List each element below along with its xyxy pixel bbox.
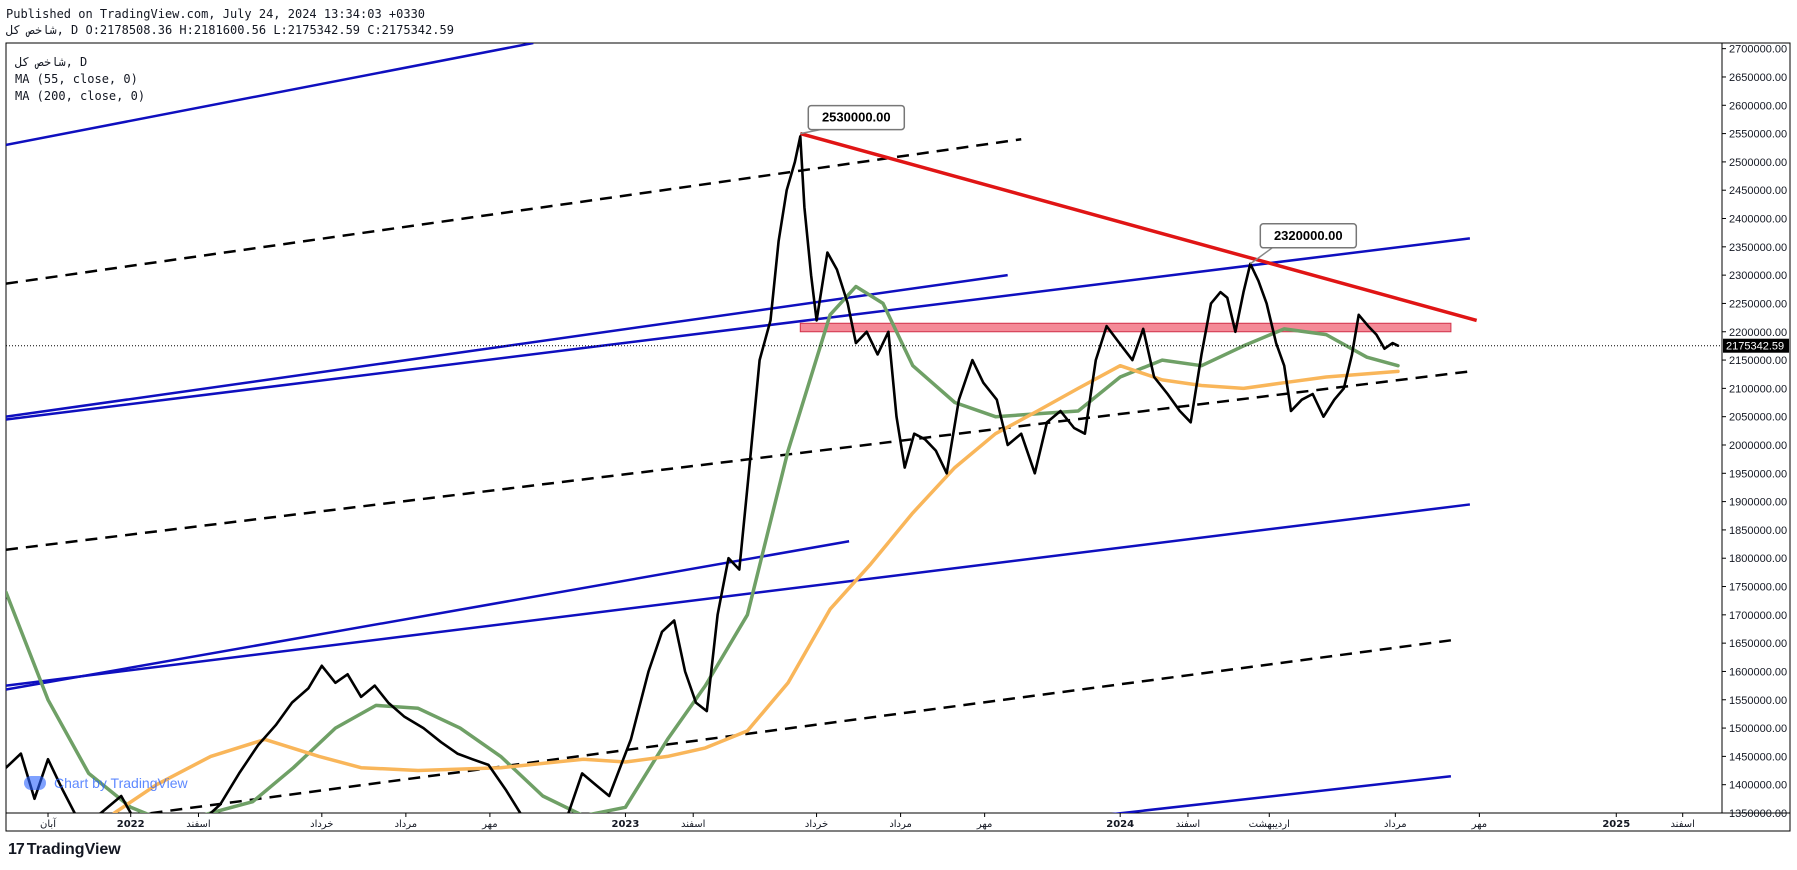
price-tick-label: 1400000.00 (1729, 780, 1787, 792)
price-tick-label: 2300000.00 (1729, 270, 1787, 282)
ma55-line (6, 284, 1400, 813)
price-tick-label: 2450000.00 (1729, 185, 1787, 197)
red-trendline (799, 131, 1478, 323)
price-tick-label: 1600000.00 (1729, 666, 1787, 678)
tradingview-logo[interactable]: 17 TradingView (8, 841, 121, 859)
dashed-channel-line (6, 138, 1022, 285)
time-tick-label: مرداد (889, 819, 912, 830)
price-tick-label: 2050000.00 (1729, 412, 1787, 424)
time-tick-label: 2023 (612, 819, 640, 830)
time-tick-label: 2024 (1106, 819, 1134, 830)
plot-area (6, 43, 1478, 813)
cloud-icon (24, 776, 46, 790)
ma200-line (112, 363, 1400, 813)
price-tick-label: 1550000.00 (1729, 695, 1787, 707)
legend-ma55[interactable]: MA (55, close, 0) (15, 72, 138, 86)
time-tick-label: اردیبهشت (1249, 819, 1290, 830)
price-line (6, 135, 1400, 813)
time-tick-label: مهر (1471, 819, 1487, 830)
time-tick-label: آبان (40, 817, 57, 830)
legend-symbol[interactable]: شاخص کل, D (15, 55, 88, 69)
time-tick-label: خرداد (310, 819, 333, 830)
dashed-channel-line (142, 639, 1452, 813)
blue-channel-line (6, 43, 534, 147)
tradingview-watermark[interactable]: Chart by TradingView (24, 775, 188, 791)
legend-ma200[interactable]: MA (200, close, 0) (15, 89, 146, 103)
time-axis-frame (5, 812, 1791, 832)
time-tick-label: مهر (976, 819, 992, 830)
price-tick-label: 1950000.00 (1729, 468, 1787, 480)
callout-label: 2320000.00 (1274, 228, 1343, 243)
ohlc-header: شاخص کل, D O:2178508.36 H:2181600.56 L:2… (6, 23, 454, 37)
blue-channel-line (6, 503, 1471, 687)
price-tick-label: 2550000.00 (1729, 129, 1787, 141)
price-tick-label: 2200000.00 (1729, 327, 1787, 339)
price-tick-label: 2350000.00 (1729, 242, 1787, 254)
price-tick-label: 1650000.00 (1729, 638, 1787, 650)
price-tick-label: 2650000.00 (1729, 72, 1787, 84)
time-tick-label: اسفند (1670, 819, 1694, 830)
tradingview-mark-icon: 17 (8, 841, 25, 858)
blue-channel-line (6, 273, 1008, 418)
watermark-text: Chart by TradingView (54, 775, 188, 791)
time-tick-label: اسفند (1176, 819, 1200, 830)
price-tick-label: 2400000.00 (1729, 214, 1787, 226)
time-tick-label: 2022 (117, 819, 145, 830)
callout-box (807, 104, 906, 131)
blue-channel-line (1111, 774, 1452, 813)
time-tick-label: اسفند (186, 819, 210, 830)
published-header: Published on TradingView.com, July 24, 2… (6, 7, 426, 21)
price-tick-label: 2100000.00 (1729, 383, 1787, 395)
callout-label: 2530000.00 (822, 110, 891, 125)
time-tick-label: مهر (481, 819, 497, 830)
price-tick-label: 1700000.00 (1729, 610, 1787, 622)
price-tick-label: 2500000.00 (1729, 157, 1787, 169)
price-tick-label: 1450000.00 (1729, 751, 1787, 763)
price-tick-label: 1900000.00 (1729, 497, 1787, 509)
resistance-zone (799, 322, 1452, 333)
blue-channel-line (6, 237, 1471, 421)
price-tick-label: 2000000.00 (1729, 440, 1787, 452)
price-tick-label: 2150000.00 (1729, 355, 1787, 367)
price-tick-label: 1500000.00 (1729, 723, 1787, 735)
time-tick-label: خرداد (805, 819, 828, 830)
time-tick-label: 2025 (1602, 819, 1630, 830)
price-tick-label: 1750000.00 (1729, 582, 1787, 594)
callout-pointer (1249, 247, 1273, 265)
time-tick-label: اسفند (681, 819, 705, 830)
blue-channel-line (6, 540, 850, 691)
price-tick-label: 2700000.00 (1729, 44, 1787, 56)
time-tick-label: مرداد (1384, 819, 1407, 830)
dashed-channel-line (6, 370, 1471, 551)
plot-frame (5, 42, 1723, 814)
price-tick-label: 1800000.00 (1729, 553, 1787, 565)
price-tick-label: 1350000.00 (1729, 808, 1787, 820)
price-tick-label: 2600000.00 (1729, 100, 1787, 112)
time-tick-label: مرداد (395, 819, 418, 830)
price-tick-label: 2250000.00 (1729, 298, 1787, 310)
tradingview-brand: TradingView (26, 841, 121, 858)
last-price-badge (1723, 338, 1789, 353)
price-tick-label: 1850000.00 (1729, 525, 1787, 537)
callout-box (1259, 223, 1358, 249)
last-price-label: 2175342.59 (1726, 341, 1784, 353)
